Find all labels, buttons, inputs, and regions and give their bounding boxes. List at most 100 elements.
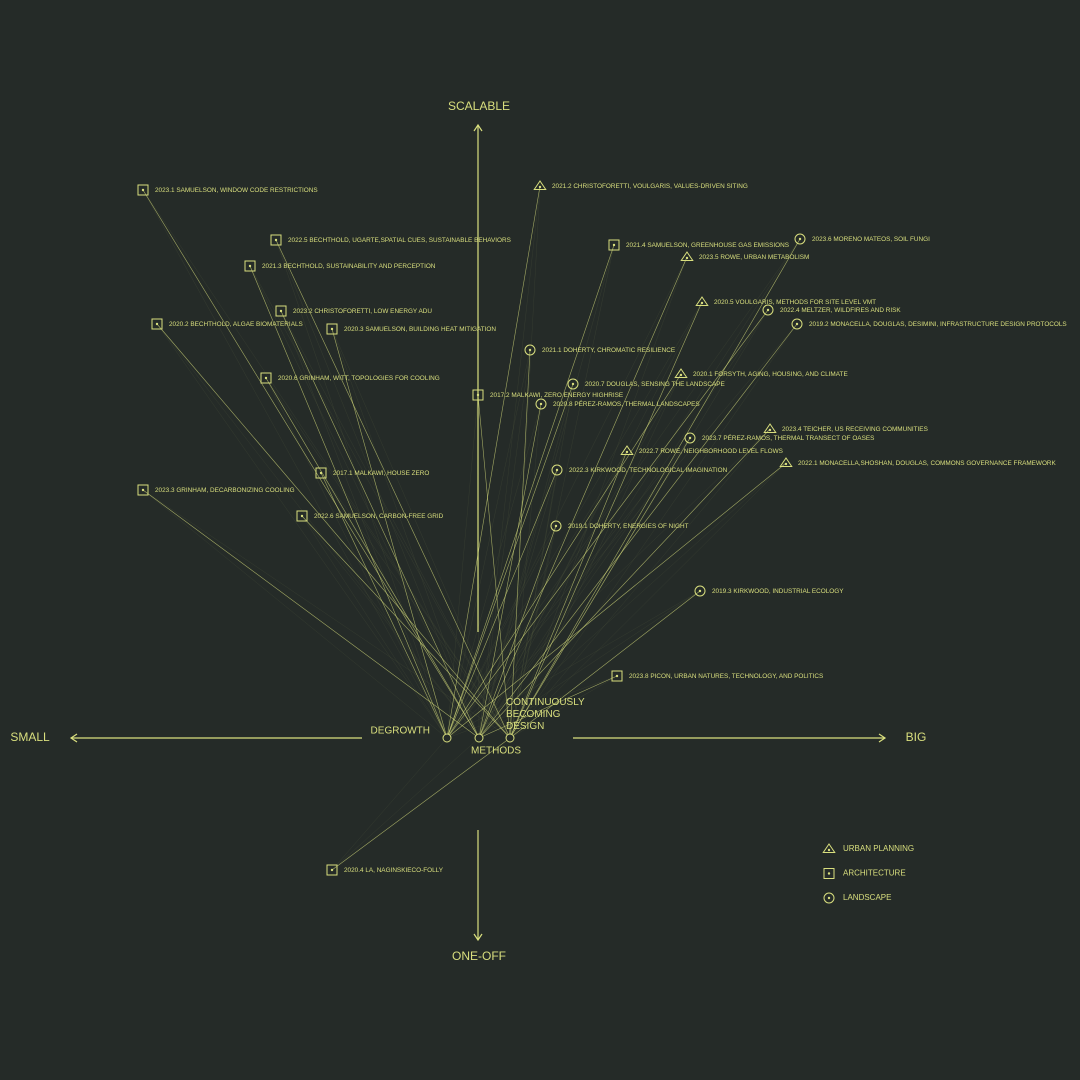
link — [142, 189, 448, 739]
node-label: 2020.8 PÉREZ-RAMOS, THERMAL LANDSCAPES — [553, 399, 700, 408]
link — [446, 525, 557, 739]
node-label: 2022.4 MELTZER, WILDFIRES AND RISK — [780, 307, 901, 314]
link — [446, 373, 682, 739]
link — [478, 437, 691, 739]
triangle-icon — [779, 457, 793, 467]
link — [142, 489, 448, 739]
hub-node — [505, 733, 515, 743]
link — [280, 310, 448, 739]
link — [478, 256, 688, 739]
node-label: 2020.5 VOULGARIS, METHODS FOR SITE LEVEL… — [714, 299, 876, 306]
icon-dot — [798, 237, 802, 241]
link — [477, 394, 480, 739]
hub-label: DEGROWTH — [371, 726, 430, 737]
icon-dot — [612, 243, 616, 247]
node-label: 2022.5 BECHTHOLD, UGARTE,SPATIAL CUES, S… — [288, 237, 511, 244]
icon-dot — [476, 393, 480, 397]
circle-icon — [550, 520, 562, 532]
node-label: 2023.2 CHRISTOFORETTI, LOW ENERGY ADU — [293, 308, 432, 315]
triangle-icon — [680, 251, 694, 261]
link — [478, 373, 682, 739]
triangle-icon — [620, 445, 634, 455]
node-label: 2021.3 BECHTHOLD, SUSTAINABILITY AND PER… — [262, 263, 436, 270]
node-label: 2017.1 MALKAWI, HOUSE ZERO — [333, 470, 429, 477]
arrowhead — [473, 933, 483, 942]
triangle-icon — [533, 180, 547, 190]
link — [265, 377, 511, 739]
link — [509, 238, 801, 739]
square-icon — [151, 318, 163, 330]
node-label: 2019.3 KIRKWOOD, INDUSTRIAL ECOLOGY — [712, 588, 844, 595]
link — [320, 472, 511, 739]
link — [446, 437, 691, 739]
link — [478, 309, 769, 739]
link — [156, 323, 448, 739]
link — [331, 737, 448, 871]
icon-dot — [300, 514, 304, 518]
arrowhead — [473, 123, 483, 132]
node-label: 2023.7 PÉREZ-RAMOS, THERMAL TRANSECT OF … — [702, 433, 874, 442]
link — [509, 323, 798, 739]
link — [509, 383, 574, 739]
square-icon — [472, 389, 484, 401]
node-label: 2023.8 PICON, URBAN NATURES, TECHNOLOGY,… — [629, 673, 823, 680]
triangle-icon — [763, 423, 777, 433]
square-icon — [326, 323, 338, 335]
legend-label: URBAN PLANNING — [843, 844, 914, 853]
hub-label: CONTINUOUSLY BECOMING DESIGN — [506, 697, 585, 732]
link — [446, 383, 574, 739]
square-icon — [260, 372, 272, 384]
node-label: 2022.1 MONACELLA,SHOSHAN, DOUGLAS, COMMO… — [798, 460, 1057, 467]
square-icon — [137, 484, 149, 496]
node-label: 2023.3 GRINHAM, DECARBONIZING COOLING — [155, 487, 295, 494]
link — [509, 469, 558, 739]
axis-label: BIG — [906, 730, 927, 744]
node-label: 2022.6 SAMUELSON, CARBON-FREE GRID — [314, 513, 444, 520]
link — [446, 244, 615, 739]
link — [301, 515, 511, 739]
node-label: 2021.2 CHRISTOFORETTI, VOULGARIS, VALUES… — [552, 183, 748, 190]
circle-icon — [567, 378, 579, 390]
link — [280, 310, 480, 739]
link — [509, 256, 688, 739]
hub-label: METHODS — [471, 746, 521, 757]
node-label: 2021.4 SAMUELSON, GREENHOUSE GAS EMISSIO… — [626, 242, 789, 249]
link — [249, 265, 511, 739]
axis-label: ONE-OFF — [452, 949, 506, 963]
link — [478, 383, 574, 739]
link — [446, 349, 531, 739]
icon-dot — [330, 327, 334, 331]
node-label: 2019.1 DOHERTY, ENERGIES OF NIGHT — [568, 523, 689, 530]
link — [509, 590, 701, 739]
link — [509, 349, 531, 739]
circle-icon — [794, 233, 806, 245]
hub-node — [474, 733, 484, 743]
triangle-icon — [695, 296, 709, 306]
circle-icon — [684, 432, 696, 444]
node-label: 2023.1 SAMUELSON, WINDOW CODE RESTRICTIO… — [155, 187, 318, 194]
link — [478, 462, 787, 739]
square-icon — [296, 510, 308, 522]
circle-icon — [762, 304, 774, 316]
icon-dot — [784, 462, 788, 466]
link — [509, 675, 618, 739]
node-label: 2019.2 MONACELLA, DOUGLAS, DESIMINI, INF… — [809, 321, 1067, 328]
square-icon — [137, 184, 149, 196]
link — [509, 525, 557, 739]
nodes: DEGROWTH METHODS CONTINUOUSLY BECOMING DESIG… — [137, 180, 1067, 904]
link — [320, 472, 480, 739]
arrowhead — [69, 733, 78, 743]
axes — [69, 123, 887, 942]
link — [478, 403, 542, 739]
circle-icon — [551, 464, 563, 476]
icon-dot — [555, 468, 559, 472]
link — [478, 450, 628, 739]
link — [142, 489, 480, 739]
square-icon — [244, 260, 256, 272]
icon-dot — [700, 301, 704, 305]
link — [509, 373, 682, 739]
link — [142, 489, 511, 739]
legend-label: ARCHITECTURE — [843, 869, 906, 878]
node-label: 2022.3 KIRKWOOD, TECHNOLOGICAL IMAGINATI… — [569, 467, 728, 474]
icon-dot — [766, 308, 770, 312]
